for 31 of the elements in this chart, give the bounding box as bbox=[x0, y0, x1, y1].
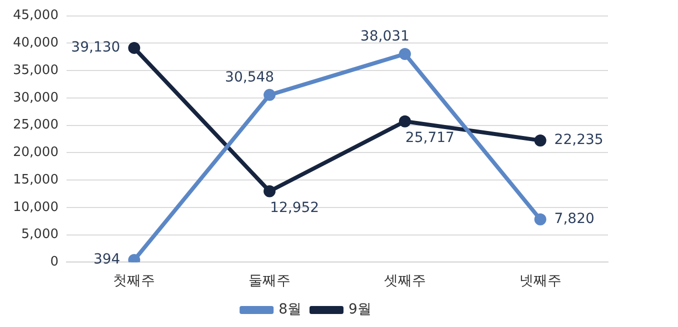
x-tick-label: 첫째주 bbox=[113, 273, 156, 290]
point bbox=[264, 185, 276, 198]
y-tick-label: 30,000 bbox=[12, 90, 58, 106]
x-tick-label: 넷째주 bbox=[519, 273, 562, 290]
data-label: 30,548 bbox=[225, 70, 274, 86]
y-tick-label: 40,000 bbox=[12, 36, 58, 51]
data-label: 39,130 bbox=[71, 40, 120, 56]
point bbox=[398, 115, 411, 128]
point bbox=[534, 213, 546, 226]
y-tick-label: 35,000 bbox=[12, 62, 58, 78]
point bbox=[264, 88, 276, 101]
data-label: 394 bbox=[93, 252, 120, 268]
data-label: 7,820 bbox=[554, 211, 594, 228]
data-label: 25,717 bbox=[405, 130, 454, 146]
y-tick-label: 10,000 bbox=[12, 200, 58, 215]
y-tick-label: 20,000 bbox=[12, 145, 58, 160]
x-tick-label: 셋째주 bbox=[384, 273, 426, 290]
y-tick-label: 5,000 bbox=[21, 227, 58, 242]
data-label: 22,235 bbox=[554, 132, 604, 148]
data-label: 38,031 bbox=[360, 28, 410, 45]
y-tick-label: 25,000 bbox=[12, 118, 58, 133]
y-tick-label: 15,000 bbox=[12, 172, 58, 188]
legend-label: 8월 bbox=[278, 302, 302, 318]
data-label: 12,952 bbox=[270, 200, 320, 216]
legend-label: 9월 bbox=[348, 302, 372, 318]
y-tick-label: 0 bbox=[50, 254, 58, 270]
point bbox=[398, 48, 411, 60]
point bbox=[534, 134, 546, 146]
y-tick-label: 45,000 bbox=[12, 8, 58, 24]
x-tick-label: 둘째주 bbox=[248, 273, 291, 290]
point bbox=[128, 42, 140, 54]
